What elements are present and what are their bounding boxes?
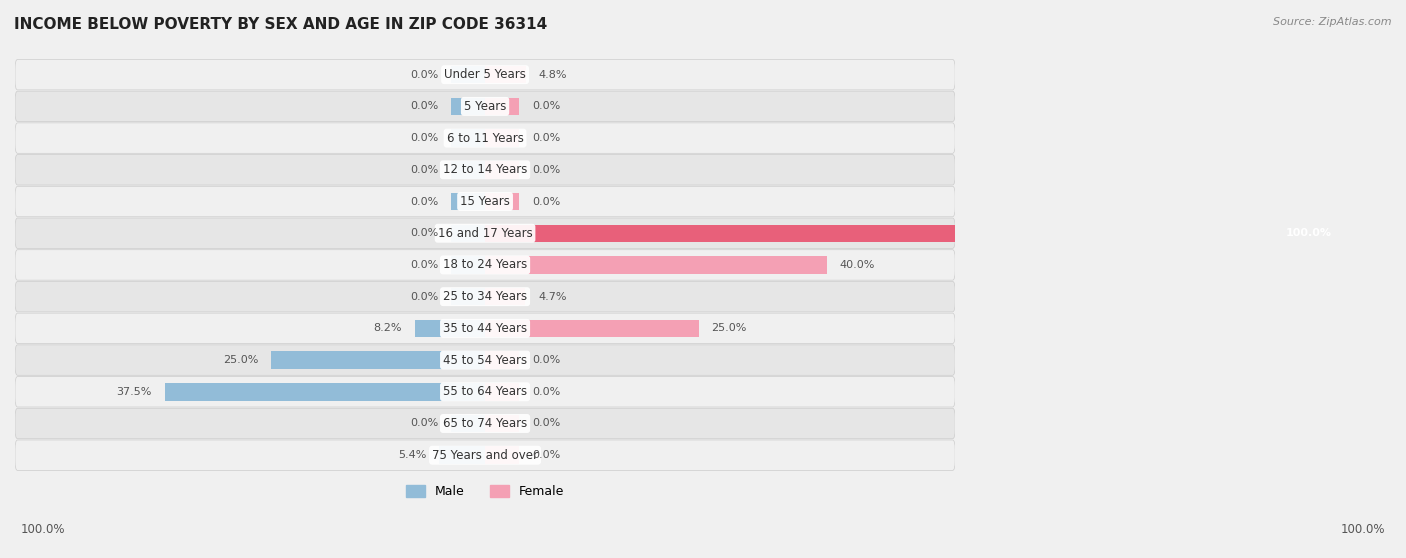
Bar [485,129,519,147]
Bar [485,383,519,401]
Text: 8.2%: 8.2% [374,323,402,333]
FancyBboxPatch shape [15,60,955,90]
Text: 0.0%: 0.0% [531,450,561,460]
FancyBboxPatch shape [15,408,955,439]
Text: 100.0%: 100.0% [1285,228,1331,238]
Text: 100.0%: 100.0% [1340,523,1385,536]
Text: 0.0%: 0.0% [409,102,439,112]
Text: 0.0%: 0.0% [531,387,561,397]
Bar [451,129,485,147]
FancyBboxPatch shape [15,155,955,185]
Text: 100.0%: 100.0% [21,523,66,536]
Text: Under 5 Years: Under 5 Years [444,68,526,81]
FancyBboxPatch shape [15,440,955,470]
Text: 0.0%: 0.0% [531,165,561,175]
Text: 0.0%: 0.0% [531,133,561,143]
Text: 0.0%: 0.0% [531,355,561,365]
Bar [485,415,519,432]
FancyBboxPatch shape [15,345,955,376]
Bar [485,320,699,337]
Bar [165,383,485,401]
Bar [485,98,519,115]
Text: INCOME BELOW POVERTY BY SEX AND AGE IN ZIP CODE 36314: INCOME BELOW POVERTY BY SEX AND AGE IN Z… [14,17,547,32]
Bar [451,193,485,210]
Text: 4.8%: 4.8% [538,70,568,80]
Bar [485,352,519,369]
Text: 5.4%: 5.4% [398,450,426,460]
Bar [271,352,485,369]
FancyBboxPatch shape [15,281,955,312]
Text: 0.0%: 0.0% [531,196,561,206]
Text: 0.0%: 0.0% [409,196,439,206]
Text: 35 to 44 Years: 35 to 44 Years [443,322,527,335]
Text: 0.0%: 0.0% [409,260,439,270]
Text: 37.5%: 37.5% [117,387,152,397]
Bar [485,66,526,83]
Bar [451,224,485,242]
Bar [451,161,485,179]
Text: 0.0%: 0.0% [409,70,439,80]
Text: 55 to 64 Years: 55 to 64 Years [443,385,527,398]
Text: Source: ZipAtlas.com: Source: ZipAtlas.com [1274,17,1392,27]
Text: 45 to 54 Years: 45 to 54 Years [443,354,527,367]
Text: 18 to 24 Years: 18 to 24 Years [443,258,527,271]
Bar [451,66,485,83]
Bar [485,224,1340,242]
Text: 5 Years: 5 Years [464,100,506,113]
Text: 0.0%: 0.0% [409,292,439,302]
Bar [415,320,485,337]
Text: 40.0%: 40.0% [839,260,875,270]
Text: 65 to 74 Years: 65 to 74 Years [443,417,527,430]
Text: 0.0%: 0.0% [531,102,561,112]
Text: 12 to 14 Years: 12 to 14 Years [443,163,527,176]
Text: 0.0%: 0.0% [409,165,439,175]
FancyBboxPatch shape [15,250,955,280]
Bar [451,288,485,305]
Bar [485,446,519,464]
Text: 0.0%: 0.0% [409,228,439,238]
FancyBboxPatch shape [15,377,955,407]
Bar [439,446,485,464]
Text: 75 Years and over: 75 Years and over [432,449,538,461]
Legend: Male, Female: Male, Female [401,480,569,503]
FancyBboxPatch shape [15,123,955,153]
Bar [485,288,526,305]
Text: 6 to 11 Years: 6 to 11 Years [447,132,523,145]
Text: 25 to 34 Years: 25 to 34 Years [443,290,527,303]
FancyBboxPatch shape [15,313,955,344]
Text: 0.0%: 0.0% [531,418,561,429]
Text: 25.0%: 25.0% [711,323,747,333]
Text: 25.0%: 25.0% [224,355,259,365]
Bar [485,193,519,210]
Bar [485,256,827,273]
FancyBboxPatch shape [15,218,955,248]
Text: 16 and 17 Years: 16 and 17 Years [437,227,533,240]
Text: 0.0%: 0.0% [409,133,439,143]
Bar [451,98,485,115]
Bar [451,256,485,273]
FancyBboxPatch shape [15,186,955,217]
Bar [451,415,485,432]
FancyBboxPatch shape [15,91,955,122]
Text: 15 Years: 15 Years [460,195,510,208]
Bar [485,161,519,179]
Text: 4.7%: 4.7% [538,292,567,302]
Text: 0.0%: 0.0% [409,418,439,429]
